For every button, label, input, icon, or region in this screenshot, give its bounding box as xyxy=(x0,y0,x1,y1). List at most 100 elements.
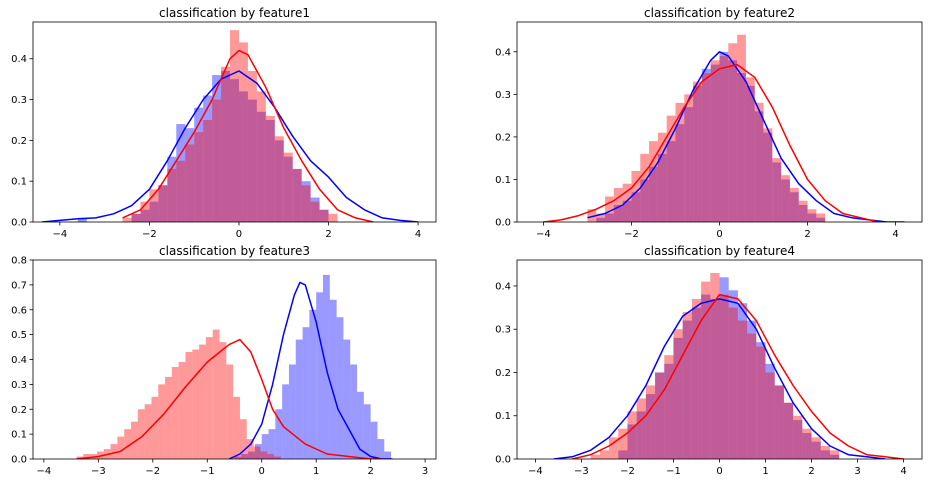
hist-bar xyxy=(149,189,159,222)
hist-bar xyxy=(260,451,268,459)
hist-bar xyxy=(618,428,628,459)
hist-bar xyxy=(622,200,632,222)
subplot-3: −4 −3 −2 −1 0 1 2 3 0.0 0.1 0.2 0.3 0.4 0.5 0.6 0.7 0.8 c… xyxy=(11,244,437,477)
hist-bar xyxy=(605,213,614,222)
hist-bar xyxy=(710,298,720,459)
hist-bar xyxy=(292,168,302,222)
x-tick-label: −1 xyxy=(666,466,681,477)
x-tick-label: 2 xyxy=(367,466,373,477)
hist-bar xyxy=(657,153,667,222)
hist-bar xyxy=(176,160,186,222)
hist-bar xyxy=(599,450,610,459)
hist-bar xyxy=(283,152,293,222)
hist-bar xyxy=(666,141,676,222)
hist-bar xyxy=(265,115,275,222)
y-tick-label: 0.0 xyxy=(495,218,511,229)
subplot-title: classification by feature2 xyxy=(644,6,795,20)
hist-bar xyxy=(302,327,310,459)
hist-bar xyxy=(710,60,720,222)
hist-bar xyxy=(645,385,656,459)
hist-bar xyxy=(747,320,757,459)
y-tick-label: 0.3 xyxy=(495,325,511,336)
hist-bar xyxy=(719,51,729,222)
hist-bar xyxy=(221,66,231,222)
hist-bar xyxy=(212,329,220,459)
x-tick-label: 0 xyxy=(236,229,242,240)
hist-bar xyxy=(310,197,320,222)
hist-bar xyxy=(256,111,266,222)
y-tick-label: 0.3 xyxy=(11,380,27,391)
hist-bar xyxy=(763,132,773,222)
hist-bar xyxy=(117,436,125,459)
hist-bar xyxy=(316,292,323,459)
hist-bar xyxy=(829,450,840,459)
y-tick-label: 0.5 xyxy=(11,330,27,341)
x-tick-label: 0 xyxy=(716,229,722,240)
plot-area xyxy=(543,34,905,222)
hist-bar xyxy=(268,429,276,459)
kde-line-series-1 xyxy=(228,281,393,459)
histogram-series-1 xyxy=(596,51,826,222)
x-tick-label: −3 xyxy=(91,466,106,477)
x-tick-label: 2 xyxy=(804,229,810,240)
hist-bar xyxy=(754,111,764,222)
plot-area xyxy=(41,30,419,222)
hist-bar xyxy=(756,342,766,459)
x-tick-label: 0 xyxy=(259,466,265,477)
histogram-series-1 xyxy=(77,70,329,222)
x-tick-label: −4 xyxy=(528,466,543,477)
hist-bar xyxy=(203,95,213,222)
hist-bar xyxy=(613,204,623,222)
x-tick-label: 1 xyxy=(313,466,319,477)
x-tick-label: −2 xyxy=(624,229,639,240)
hist-bar xyxy=(737,34,746,222)
kde-line-series-1 xyxy=(553,298,886,459)
hist-bar xyxy=(309,309,317,459)
kde-line-series-2 xyxy=(122,49,374,222)
kde-line-series-1 xyxy=(587,51,905,222)
hist-bar xyxy=(605,196,614,222)
hist-bar xyxy=(701,73,711,222)
hist-bar xyxy=(140,201,150,222)
hist-bar xyxy=(194,107,204,222)
hist-bar xyxy=(754,102,764,222)
hist-bar xyxy=(820,450,830,459)
hist-bar xyxy=(627,424,637,459)
y-tick-label: 0.2 xyxy=(495,368,511,379)
histogram-series-2 xyxy=(587,34,826,222)
y-tick-label: 0.4 xyxy=(495,47,511,58)
hist-bar xyxy=(124,429,132,459)
x-tick-label: 4 xyxy=(415,229,421,240)
hist-bar xyxy=(363,404,371,459)
x-tick-label: −4 xyxy=(52,229,67,240)
x-tick-label: −4 xyxy=(536,229,551,240)
hist-bar xyxy=(167,168,177,222)
hist-bar xyxy=(765,372,775,459)
hist-bar xyxy=(167,156,177,222)
hist-bar xyxy=(691,298,702,459)
y-tick-label: 0.4 xyxy=(11,355,27,366)
hist-bar xyxy=(253,446,261,459)
hist-bar xyxy=(609,437,619,459)
hist-bar xyxy=(811,437,821,459)
hist-bar xyxy=(282,384,289,459)
x-tick-label: −2 xyxy=(620,466,635,477)
hist-bar xyxy=(640,179,650,222)
hist-bar xyxy=(343,339,351,459)
hist-bar xyxy=(336,317,344,459)
y-tick-label: 0.4 xyxy=(11,54,27,65)
hist-bar xyxy=(292,168,302,222)
hist-bar xyxy=(781,179,790,222)
x-tick-label: 4 xyxy=(892,229,898,240)
hist-bar xyxy=(763,128,773,222)
hist-bar xyxy=(631,192,641,222)
hist-bar xyxy=(239,419,247,459)
hist-bar xyxy=(673,337,683,459)
kde-line-series-2 xyxy=(76,338,382,459)
hist-bar xyxy=(273,456,281,459)
hist-bar xyxy=(230,30,239,222)
hist-bar xyxy=(357,391,364,459)
hist-bar xyxy=(811,441,821,459)
hist-bar xyxy=(158,185,168,222)
hist-bar xyxy=(820,446,830,459)
